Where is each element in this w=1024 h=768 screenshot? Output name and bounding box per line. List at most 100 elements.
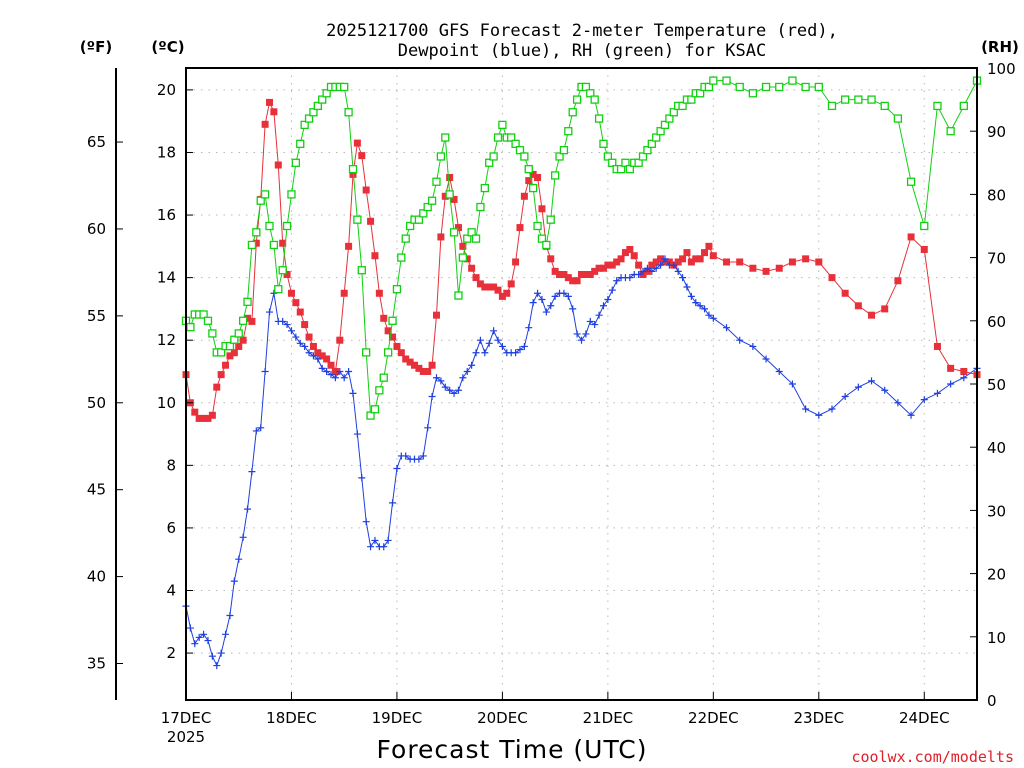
temperature-point [490,283,498,291]
dewpoint-point [393,464,401,472]
dewpoint-point [424,424,432,432]
rh-point [665,114,674,123]
rh-point [309,108,318,117]
dewpoint-point [762,355,770,363]
rh-tick-label: 40 [987,439,1006,457]
dewpoint-point [402,452,410,460]
x-tick-label: 20DEC [477,709,528,727]
dewpoint-point [635,270,643,278]
rh-point [362,348,371,357]
temperature-point [894,277,902,285]
rh-point [269,240,279,250]
rh-point [304,114,314,123]
dewpoint-point [960,374,968,382]
rh-point [594,114,604,123]
temperature-point [331,367,339,375]
rh-point [243,297,252,306]
dewpoint-point [195,633,203,641]
temperature-point [292,299,300,307]
rh-point [581,82,591,92]
rh-tick-label: 80 [987,186,1006,204]
dewpoint-point [336,367,344,375]
rh-point [230,335,239,344]
temperature-point [520,192,528,200]
dewpoint-point [564,292,572,300]
temperature-point [279,239,287,247]
dewpoint-point [235,555,243,563]
rh-point [238,316,248,325]
dewpoint-point [301,342,309,350]
dewpoint-point [389,499,397,507]
rh-point [520,152,529,161]
dewpoint-point [226,612,234,620]
rh-point [841,95,850,104]
temperature-point [261,120,269,128]
temperature-point [371,252,379,260]
temperature-point [327,361,335,369]
rh-point [282,221,292,231]
credit-link[interactable]: coolwx.com/modelts [851,748,1014,766]
temperature-point [402,355,410,363]
axes-layer: 2 4 6 8 10 12 14 16 18 20 35 40 45 50 55 60 65 0 10 20 30 40 5… [87,60,1016,746]
dewpoint-point [749,342,757,350]
rh-point [225,341,235,351]
rh-point [427,196,437,205]
rh-point [274,285,283,294]
temperature-point [709,252,717,260]
rh-point [366,411,375,420]
temperature-point [512,258,520,266]
dewpoint-point [802,405,810,413]
dewpoint-point [481,349,489,357]
rh-point [687,95,696,104]
rh-point [436,152,446,161]
dewpoint-point [222,630,230,638]
temperature-point [556,270,564,278]
fahrenheit-tick-label: 55 [87,307,106,325]
dewpoint-point [252,427,260,435]
rh-point [559,146,569,155]
temperature-point [437,233,445,241]
celsius-tick-label: 8 [166,456,176,474]
temperature-point [595,264,603,272]
rh-point [704,82,714,92]
temperature-point [705,242,713,250]
chart-title-line-1: 2025121700 GFS Forecast 2-meter Temperat… [326,21,838,41]
temperature-point [591,267,599,275]
temperature-point [213,383,221,391]
dewpoint-point [648,267,656,275]
temperature-point [265,98,273,106]
rh-point [735,82,744,92]
temperature-point [560,270,568,278]
rh-point [300,120,309,130]
rh-point [234,329,243,338]
dewpoint-point [516,346,524,354]
rh-point [493,133,503,142]
rh-tick-label: 50 [987,376,1006,394]
dewpoint-point [327,371,335,379]
dewpoint-point [723,324,731,332]
dewpoint-point [186,624,194,632]
dewpoint-point [265,308,273,316]
rh-point [722,76,731,85]
dewpoint-point [468,361,476,369]
temperature-point [424,367,432,375]
rh-point [344,108,353,117]
temperature-point [507,280,515,288]
temperature-point [762,267,770,275]
dewpoint-point [578,336,585,344]
dewpoint-point [705,311,713,319]
rh-point [507,133,516,142]
rh-point [252,228,261,237]
rh-point [445,190,454,199]
dewpoint-point [595,311,603,319]
rh-point [827,101,837,111]
dewpoint-point [639,267,647,275]
rh-point [946,127,955,136]
dewpoint-point [296,339,304,347]
dewpoint-point [573,330,581,338]
temperature-point [362,186,370,194]
rh-point [599,139,608,148]
rh-point [621,158,630,167]
x-tick-label: 19DEC [372,709,423,727]
temperature-point [353,139,361,147]
